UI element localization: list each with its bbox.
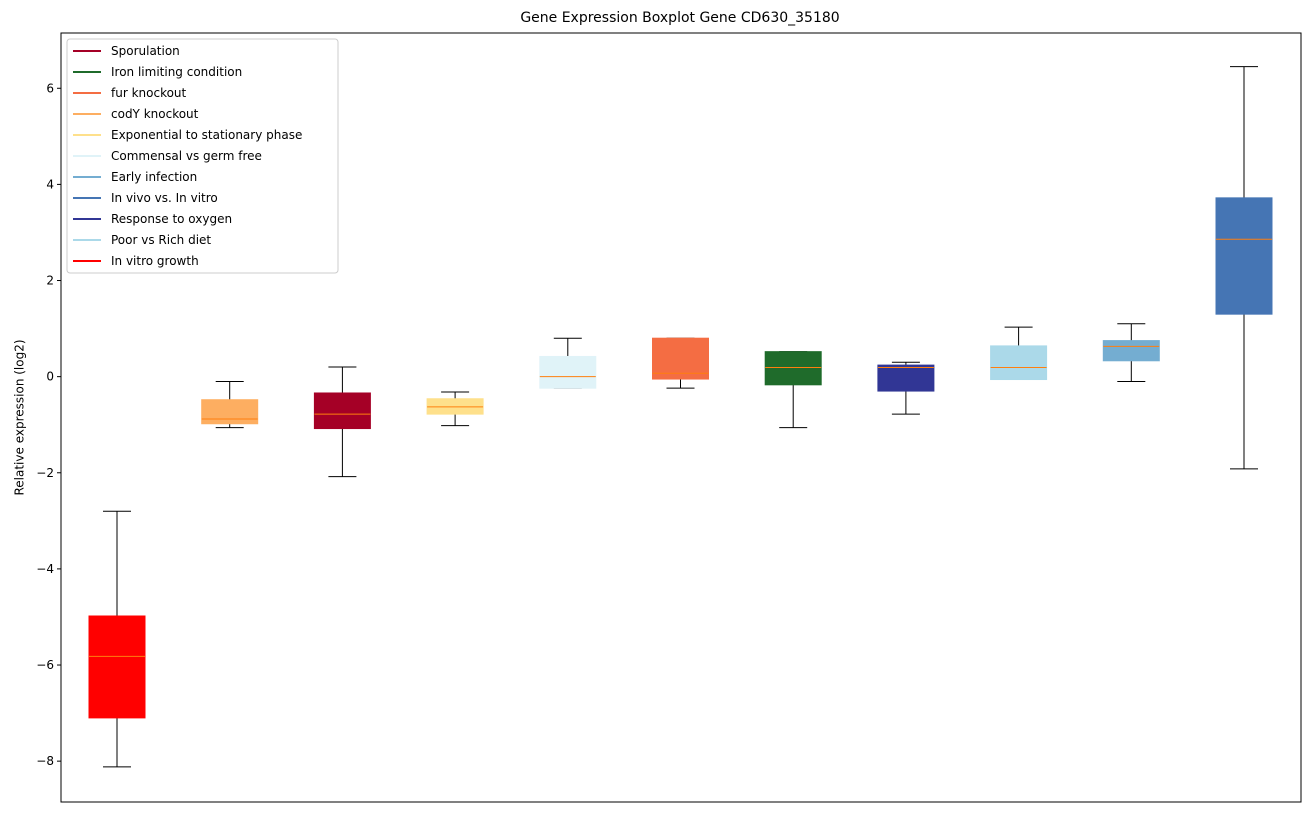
y-tick-label: 0 [46,370,54,384]
plot-frame [60,32,1302,803]
box-11 [1215,66,1273,470]
box-2 [201,380,259,429]
legend-frame [66,38,339,274]
box-10 [1102,323,1160,382]
legend-label: Commensal vs germ free [111,149,262,163]
legend-item: Exponential to stationary phase [73,128,302,142]
legend-label: In vitro growth [111,254,199,268]
y-axis: −8 −6 −4 −2 0 2 4 6 [36,81,61,768]
legend-item: Response to oxygen [73,212,232,226]
box-5 [539,337,597,389]
box-iqr [88,615,146,719]
box-iqr [539,355,597,389]
plot-area [88,66,1273,768]
box-1 [88,510,146,768]
legend-label: Sporulation [111,44,180,58]
legend-label: Poor vs Rich diet [111,233,211,247]
y-tick-label: 4 [46,177,54,191]
box-7 [764,351,822,429]
box-iqr [313,392,371,430]
y-axis-label: Relative expression (log2) [13,339,27,495]
y-tick-label: 2 [46,274,54,288]
box-9 [990,326,1048,381]
legend-item: Commensal vs germ free [73,149,262,163]
legend-label: Response to oxygen [111,212,232,226]
legend-item: In vivo vs. In vitro [73,191,218,205]
y-tick-label: 6 [46,81,54,95]
legend-item: fur knockout [73,86,187,100]
legend-label: codY knockout [111,107,199,121]
y-tick-label: −6 [36,658,54,672]
box-iqr [764,351,822,386]
chart-title: Gene Expression Boxplot Gene CD630_35180 [520,10,839,26]
box-iqr [1215,197,1273,315]
legend-item: Iron limiting condition [73,65,242,79]
box-4 [426,391,484,427]
legend-label: fur knockout [111,86,187,100]
legend-item: Sporulation [73,44,180,58]
box-8 [877,361,935,415]
box-3 [313,366,371,478]
legend-item: In vitro growth [73,254,199,268]
legend-label: In vivo vs. In vitro [111,191,218,205]
box-iqr [652,337,709,380]
legend-item: codY knockout [73,107,199,121]
y-tick-label: −8 [36,754,54,768]
legend-label: Early infection [111,170,197,184]
box-iqr [990,345,1048,381]
legend-label: Exponential to stationary phase [111,128,302,142]
y-tick-label: −4 [36,562,54,576]
box-6 [652,337,709,389]
box-iqr [877,364,935,392]
y-tick-label: −2 [36,466,54,480]
box-iqr [201,399,259,425]
legend-item: Poor vs Rich diet [73,233,211,247]
box-iqr [1102,340,1160,362]
legend-item: Early infection [73,170,197,184]
legend: Sporulation Iron limiting condition fur kn… [66,38,339,274]
legend-label: Iron limiting condition [111,65,242,79]
